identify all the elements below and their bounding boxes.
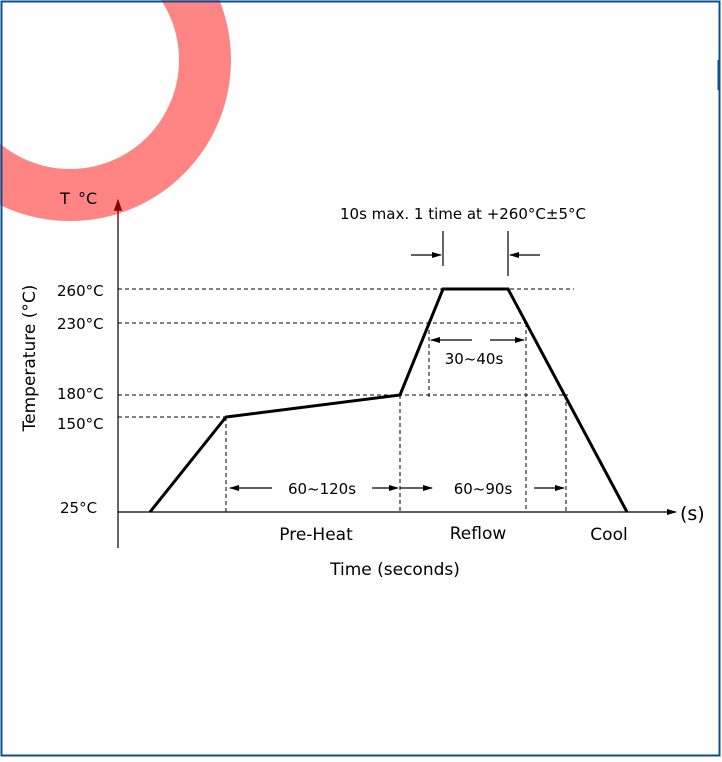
axis-unit-degree: °C bbox=[78, 189, 97, 208]
x-axis-label: Time (seconds) bbox=[329, 560, 460, 580]
axes bbox=[113, 198, 677, 548]
time-guides bbox=[225, 323, 567, 512]
phase-preheat: Pre-Heat bbox=[279, 525, 353, 545]
axis-unit-t: T bbox=[59, 189, 70, 208]
temp-label-230: 230°C bbox=[57, 315, 104, 333]
watermark-arc bbox=[0, 0, 231, 221]
phase-reflow: Reflow bbox=[450, 524, 507, 544]
phase-cool: Cool bbox=[590, 525, 627, 545]
y-axis-label: Temperature (°C) bbox=[20, 285, 40, 433]
temp-label-150: 150°C bbox=[57, 415, 104, 433]
temp-label-260: 260°C bbox=[57, 282, 104, 300]
reflow-interval-label: 60~90s bbox=[454, 480, 513, 498]
temp-label-180: 180°C bbox=[57, 385, 104, 403]
peak-note: 10s max. 1 time at +260°C±5°C bbox=[340, 205, 586, 223]
interval-arrows bbox=[229, 231, 565, 491]
peak-interval-label: 30~40s bbox=[445, 350, 504, 368]
preheat-interval-label: 60~120s bbox=[288, 480, 356, 498]
temperature-guides bbox=[118, 288, 574, 418]
temp-label-25: 25°C bbox=[60, 499, 97, 517]
reflow-profile-curve bbox=[148, 287, 629, 513]
x-axis-unit: (s) bbox=[680, 503, 705, 525]
